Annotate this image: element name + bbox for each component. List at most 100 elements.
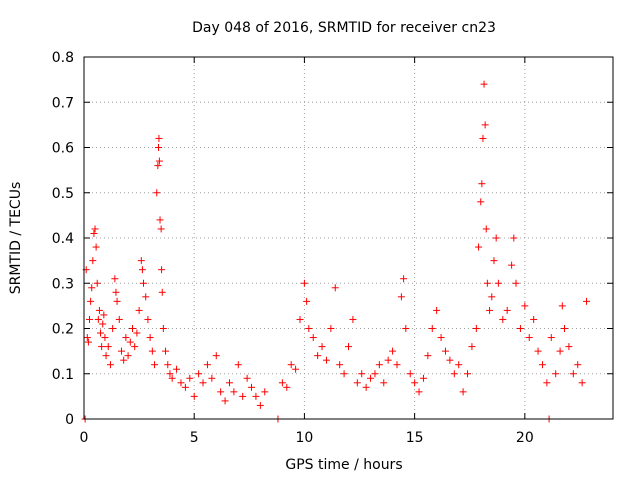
- data-point: [158, 266, 166, 274]
- data-point: [86, 315, 94, 323]
- data-point: [164, 361, 172, 369]
- data-point: [248, 383, 256, 391]
- data-point: [94, 315, 102, 323]
- data-point: [84, 338, 92, 346]
- data-point: [530, 315, 538, 323]
- data-point: [230, 388, 238, 396]
- data-point: [89, 257, 97, 265]
- data-point: [177, 379, 185, 387]
- y-tick-label: 0.4: [52, 231, 74, 247]
- y-tick-label: 0.7: [52, 95, 74, 111]
- data-point: [486, 306, 494, 314]
- data-point: [303, 297, 311, 305]
- data-point: [120, 356, 128, 364]
- data-point: [92, 243, 100, 251]
- data-point: [433, 306, 441, 314]
- data-point: [353, 379, 361, 387]
- data-point: [97, 329, 105, 337]
- data-point: [100, 311, 108, 319]
- data-point: [543, 379, 551, 387]
- data-point: [583, 297, 591, 305]
- data-point: [181, 383, 189, 391]
- data-point: [154, 162, 162, 170]
- data-point: [558, 302, 566, 310]
- y-tick-label: 0: [65, 412, 74, 428]
- y-tick-label: 0.6: [52, 141, 74, 157]
- data-point: [109, 325, 117, 332]
- data-point: [322, 356, 330, 364]
- data-point: [556, 347, 564, 355]
- data-point: [441, 347, 449, 355]
- y-tick-label: 0.8: [52, 50, 74, 66]
- data-point: [565, 343, 573, 351]
- data-point: [157, 225, 165, 233]
- data-point: [159, 325, 167, 332]
- data-point: [475, 243, 483, 251]
- data-point: [133, 329, 141, 337]
- data-point: [117, 347, 125, 355]
- data-point: [503, 306, 511, 314]
- data-point: [419, 374, 427, 382]
- data-point: [146, 334, 154, 342]
- data-point: [534, 347, 542, 355]
- data-point: [525, 334, 533, 342]
- data-point: [124, 352, 132, 360]
- data-point: [479, 134, 487, 142]
- data-point: [158, 288, 166, 296]
- data-point: [455, 361, 463, 369]
- data-point: [239, 392, 247, 400]
- data-point: [261, 388, 269, 396]
- x-tick-label: 15: [406, 430, 424, 446]
- data-point: [195, 370, 203, 378]
- x-tick-label: 5: [190, 430, 199, 446]
- data-point: [472, 325, 480, 332]
- data-point: [221, 397, 229, 405]
- data-point: [99, 320, 107, 328]
- data-point: [490, 257, 498, 265]
- data-point: [137, 257, 145, 265]
- data-point: [516, 325, 524, 332]
- data-point: [446, 356, 454, 364]
- data-point: [98, 343, 106, 351]
- data-point: [547, 334, 555, 342]
- data-point: [256, 401, 264, 409]
- data-point: [367, 374, 375, 382]
- data-point: [309, 334, 317, 342]
- data-point: [574, 361, 582, 369]
- data-point: [111, 275, 119, 283]
- data-point: [292, 365, 300, 373]
- data-point: [508, 261, 516, 269]
- data-point: [340, 370, 348, 378]
- data-point: [402, 325, 410, 332]
- data-point: [135, 306, 143, 314]
- data-point: [318, 343, 326, 351]
- data-point: [492, 234, 500, 242]
- data-point: [397, 293, 405, 301]
- data-point: [478, 180, 486, 188]
- chart-title: Day 048 of 2016, SRMTID for receiver cn2…: [192, 20, 496, 36]
- data-point: [336, 361, 344, 369]
- data-point: [87, 297, 95, 305]
- data-point: [95, 306, 103, 314]
- y-tick-label: 0.5: [52, 186, 74, 202]
- data-point: [155, 144, 163, 151]
- data-point: [190, 392, 198, 400]
- data-point: [113, 297, 121, 305]
- data-point: [428, 325, 436, 332]
- data-point: [90, 229, 98, 237]
- data-point: [375, 361, 383, 369]
- x-tick-label: 10: [296, 430, 314, 446]
- data-point: [464, 370, 472, 378]
- data-point: [106, 361, 114, 369]
- data-point: [450, 370, 458, 378]
- data-point: [384, 356, 392, 364]
- data-point: [512, 279, 520, 287]
- data-point: [481, 121, 489, 129]
- x-tick-label: 0: [80, 430, 89, 446]
- data-point: [488, 293, 496, 301]
- data-point: [126, 338, 134, 346]
- data-point: [389, 347, 397, 355]
- data-point: [168, 374, 176, 382]
- y-tick-label: 0.2: [52, 322, 74, 338]
- data-point: [234, 361, 242, 369]
